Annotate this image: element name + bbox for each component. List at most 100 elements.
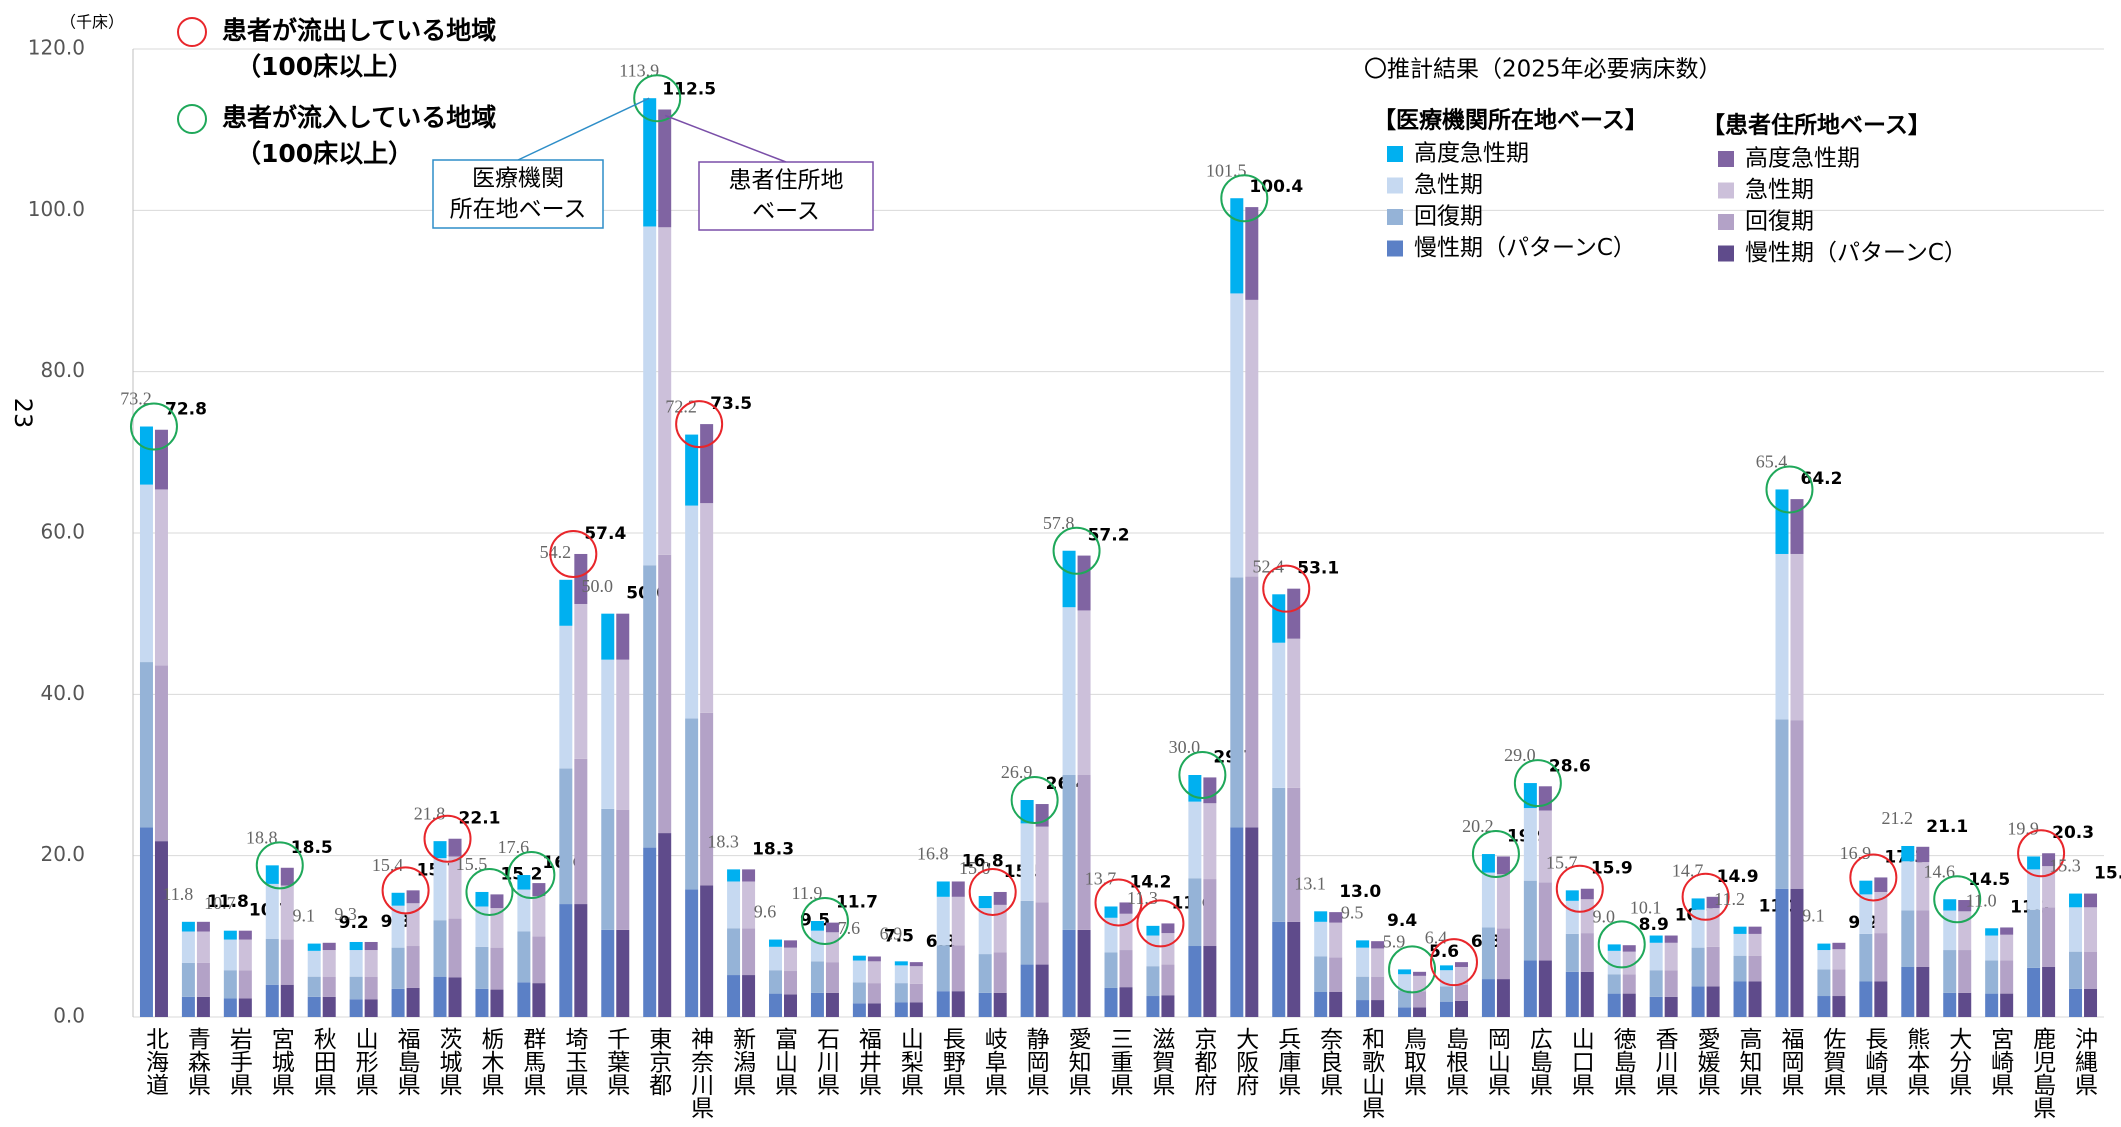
- residence-total-label: 53.1: [1297, 559, 1339, 579]
- facility-total-label: 13.1: [1294, 873, 1326, 893]
- bar-segment: [265, 984, 279, 1017]
- facility-total-label: 11.3: [1127, 888, 1158, 908]
- bar-segment: [643, 565, 657, 848]
- bar-segment: [1523, 783, 1537, 809]
- bar-segment: [1901, 966, 1915, 1017]
- facility-total-label: 57.8: [1043, 513, 1075, 533]
- bar-segment: [1958, 900, 1972, 912]
- bar-segment: [1916, 862, 1930, 911]
- bar-segment: [1146, 935, 1160, 967]
- bar-segment: [658, 554, 672, 834]
- bar-segment: [490, 894, 504, 909]
- bar-segment: [154, 841, 168, 1017]
- facility-total-label: 5.9: [1383, 932, 1406, 952]
- bar-segment: [532, 883, 546, 896]
- bar-segment: [1203, 879, 1217, 947]
- residence-total-label: 14.5: [1968, 870, 2010, 890]
- bar-segment: [1454, 984, 1468, 1001]
- bar-segment: [601, 659, 615, 809]
- x-tick-label: 愛媛県: [1693, 1027, 1721, 1096]
- bar-segment: [1161, 964, 1175, 996]
- facility-total-label: 13.7: [1085, 869, 1117, 889]
- bar-segment: [1790, 888, 1804, 1017]
- flow-circle: [1262, 564, 1311, 613]
- bar-segment: [1775, 719, 1789, 889]
- bar-segment: [1020, 900, 1034, 965]
- residence-total-label: 57.4: [584, 524, 626, 544]
- legend-label: 急性期: [1414, 172, 1483, 198]
- bar-segment: [1398, 974, 1412, 991]
- residence-total-label: 21.1: [1926, 817, 1968, 837]
- bar-segment: [742, 869, 756, 882]
- bar-segment: [1622, 993, 1636, 1017]
- facility-total-label: 9.0: [1592, 907, 1615, 927]
- bar-segment: [1622, 951, 1636, 975]
- x-tick-label: 滋賀県: [1148, 1027, 1176, 1096]
- bar-segment: [936, 896, 950, 946]
- bar-segment: [2000, 993, 2014, 1017]
- page-number: 23: [9, 398, 37, 429]
- legend-swatch: [1387, 146, 1403, 162]
- bar-segment: [1314, 911, 1328, 922]
- bar-segment: [448, 918, 462, 978]
- facility-total-label: 15.4: [372, 855, 404, 875]
- bar-segment: [2084, 893, 2098, 908]
- flow-circle: [800, 897, 849, 946]
- bar-segment: [1775, 489, 1789, 554]
- bar-segment: [769, 946, 783, 971]
- bar-segment: [1607, 944, 1621, 951]
- bar-segment: [601, 929, 615, 1017]
- facility-total-label: 50.0: [582, 576, 614, 596]
- bar-segment: [784, 947, 798, 972]
- bar-segment: [2069, 893, 2083, 908]
- bar-segment: [1901, 910, 1915, 967]
- bar-segment: [1985, 935, 1999, 961]
- bar-segment: [1832, 969, 1846, 997]
- bar-segment: [280, 939, 294, 985]
- bar-segment: [349, 941, 363, 951]
- bar-segment: [2027, 967, 2041, 1017]
- facility-total-label: 6.4: [1425, 927, 1448, 947]
- bar-segment: [391, 892, 405, 906]
- flow-circle: [549, 529, 598, 578]
- callout-line: [664, 114, 787, 163]
- bar-segment: [852, 960, 866, 983]
- bar-segment: [685, 434, 699, 506]
- residence-total-label: 9.2: [339, 913, 369, 933]
- bar-segment: [1035, 826, 1049, 903]
- bar-segment: [784, 971, 798, 995]
- residence-total-label: 11.7: [836, 893, 878, 913]
- bar-segment: [1874, 981, 1888, 1017]
- bar-segment: [307, 950, 321, 977]
- bar-segment: [238, 930, 252, 940]
- residence-total-label: 14.2: [1130, 872, 1172, 892]
- bar-segment: [643, 226, 657, 566]
- x-tick-label: 熊本県: [1903, 1027, 1931, 1096]
- bar-segment: [727, 881, 741, 929]
- legend-note: （100床以上）: [236, 139, 413, 168]
- bar-segment: [322, 950, 336, 977]
- flow-circle: [2017, 829, 2066, 878]
- residence-total-label: 8.9: [1639, 915, 1669, 935]
- bar-segment: [223, 930, 237, 940]
- facility-total-label: 52.4: [1252, 556, 1284, 576]
- bar-segment: [1874, 933, 1888, 982]
- x-tick-label: 埼玉県: [561, 1027, 589, 1096]
- facility-total-label: 15.3: [2049, 856, 2081, 876]
- residence-total-label: 16.8: [962, 851, 1004, 871]
- bar-segment: [1538, 882, 1552, 961]
- bar-segment: [1790, 499, 1804, 554]
- facility-total-label: 18.8: [246, 827, 278, 847]
- bar-segment: [769, 993, 783, 1017]
- facility-total-label: 54.2: [540, 542, 572, 562]
- bar-segment: [784, 940, 798, 948]
- bar-segment: [1817, 996, 1831, 1017]
- bar-segment: [517, 982, 531, 1017]
- bar-segment: [867, 961, 881, 984]
- bar-segment: [1119, 913, 1133, 951]
- flow-circle: [1597, 920, 1646, 969]
- bar-segment: [810, 992, 824, 1017]
- bar-segment: [867, 1003, 881, 1017]
- bar-segment: [1943, 910, 1957, 951]
- bar-segment: [475, 988, 489, 1017]
